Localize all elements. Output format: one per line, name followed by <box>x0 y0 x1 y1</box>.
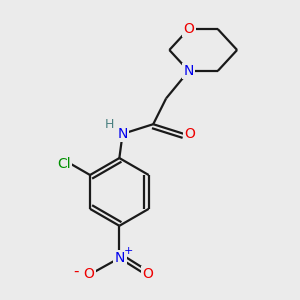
Text: +: + <box>124 246 133 256</box>
Text: O: O <box>83 267 94 281</box>
Text: N: N <box>115 251 125 265</box>
Text: Cl: Cl <box>57 157 71 171</box>
Text: O: O <box>184 127 195 141</box>
Text: N: N <box>117 127 128 141</box>
Text: H: H <box>104 118 114 131</box>
Text: -: - <box>73 264 79 279</box>
Text: N: N <box>184 64 194 78</box>
Text: O: O <box>142 267 153 281</box>
Text: O: O <box>183 22 194 36</box>
